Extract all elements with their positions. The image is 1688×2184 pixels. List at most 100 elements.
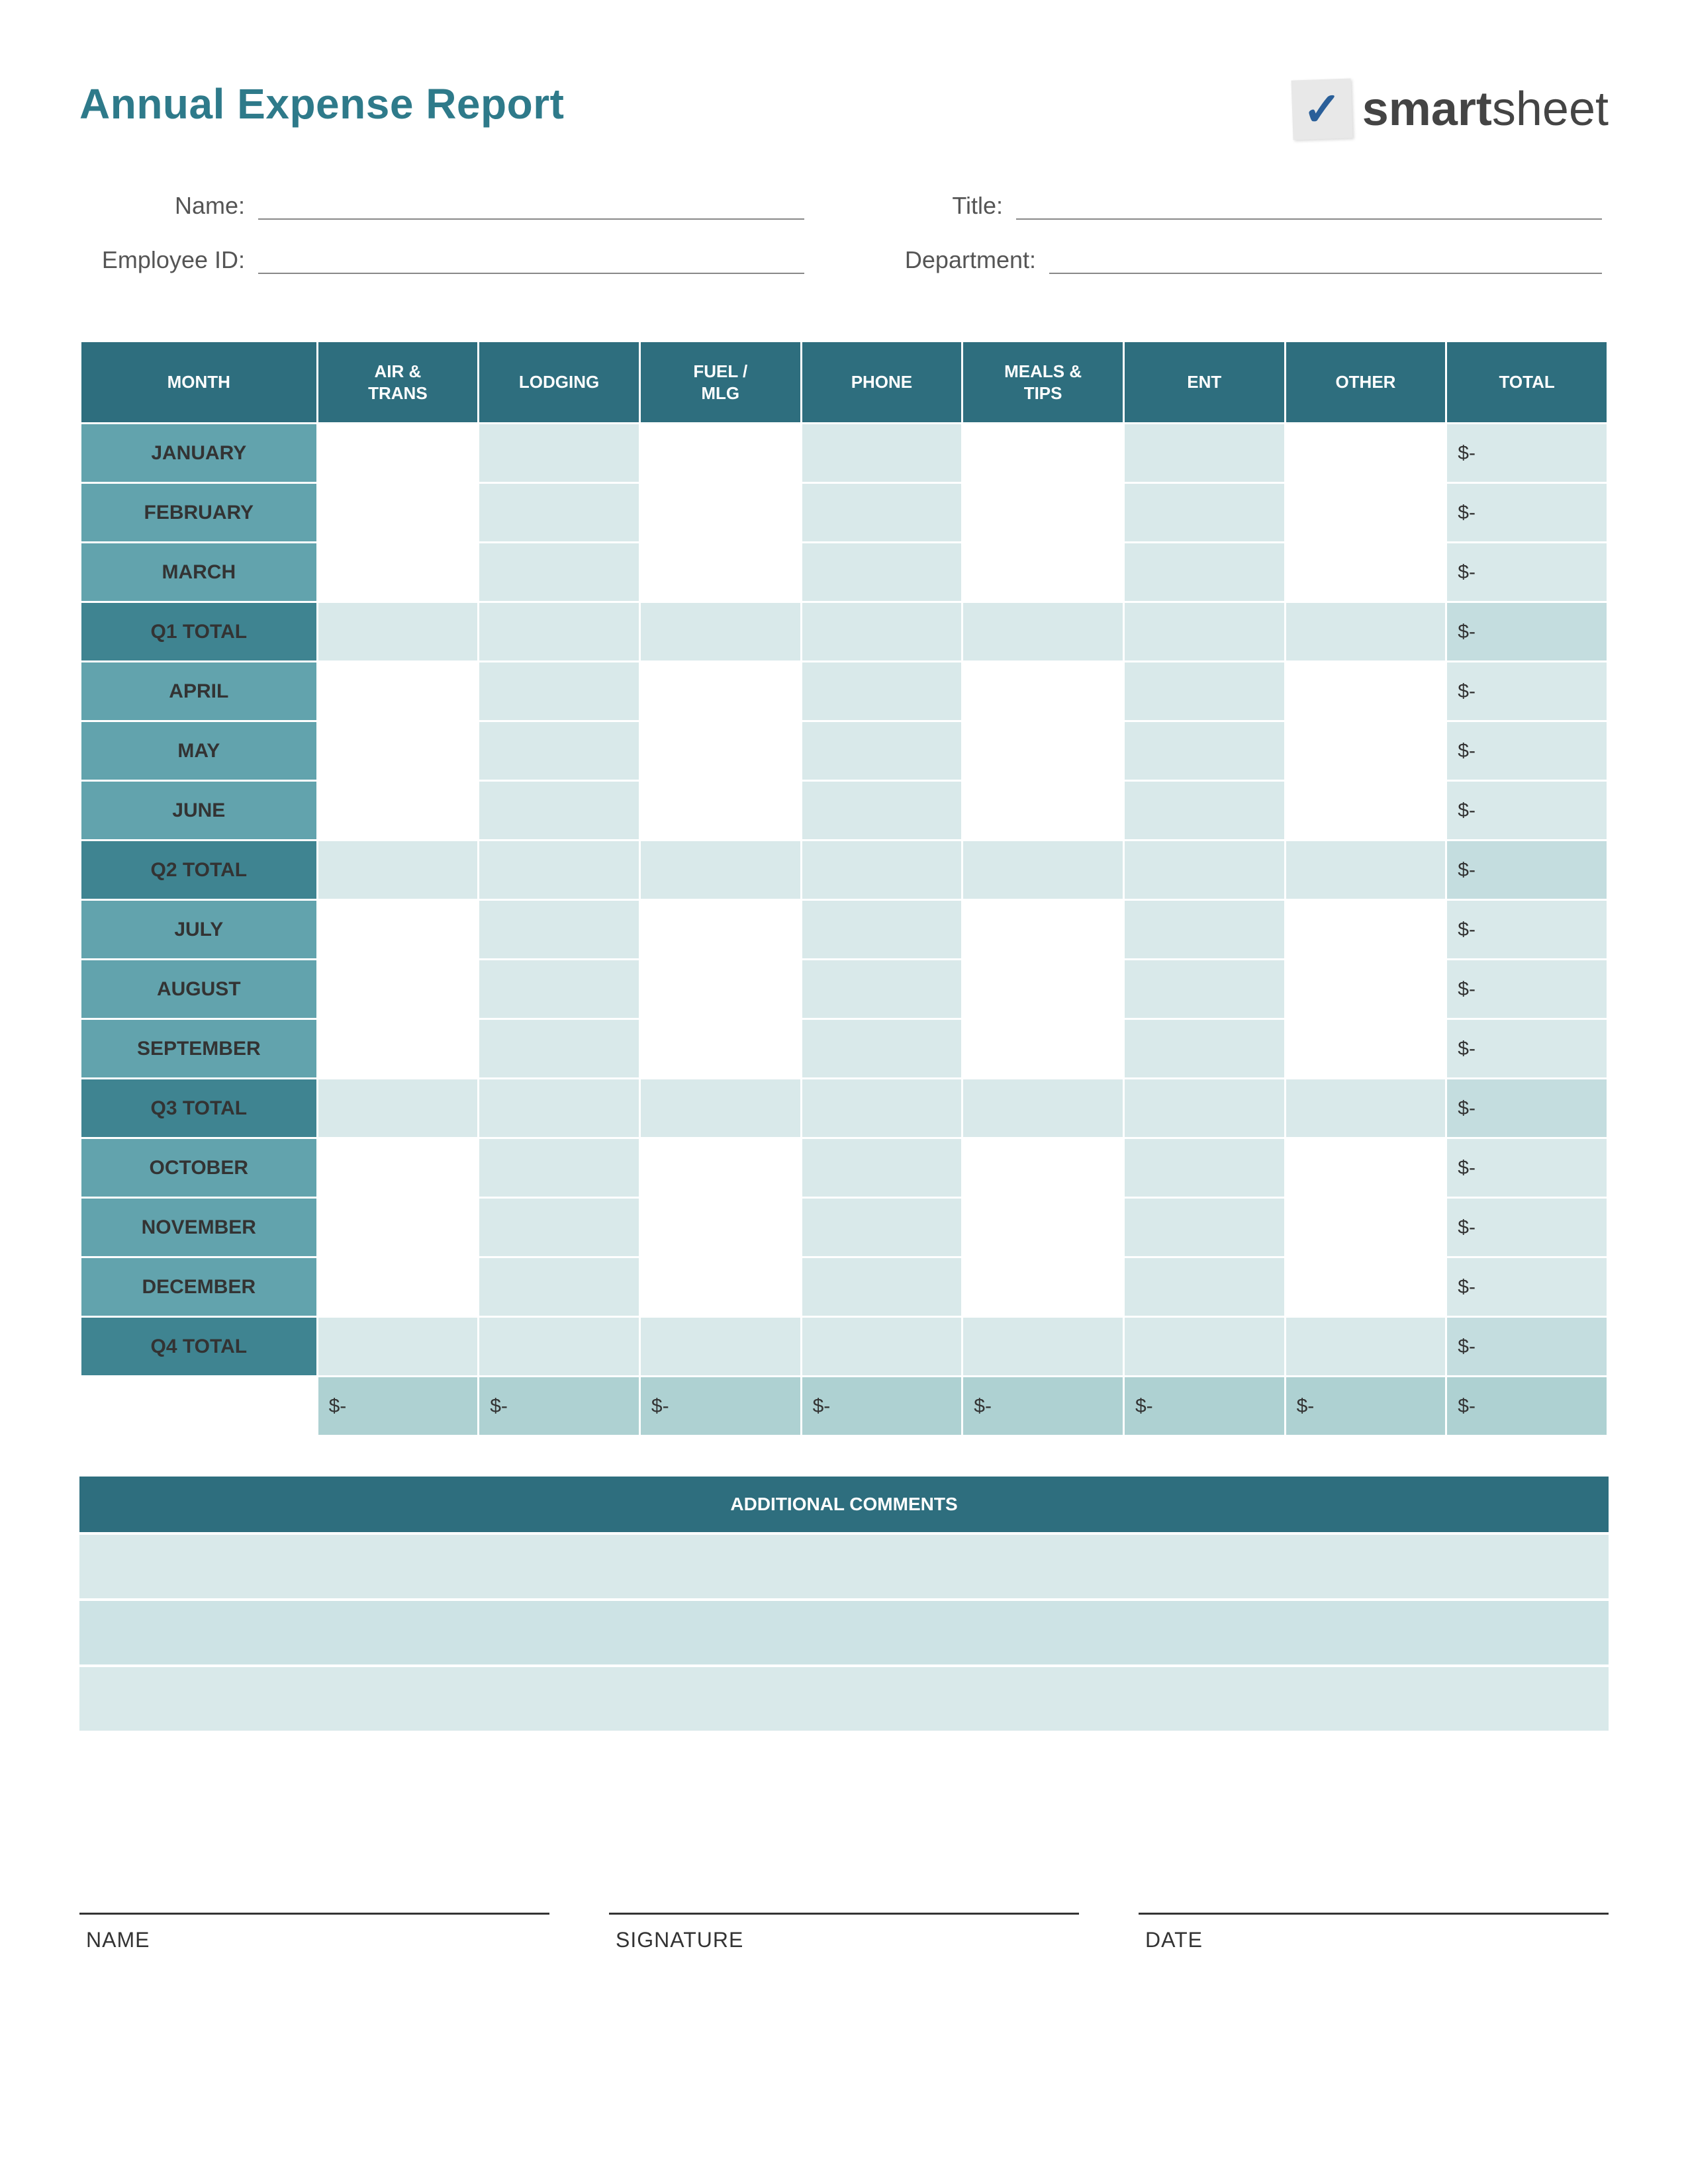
expense-cell[interactable] — [317, 483, 479, 543]
expense-cell[interactable] — [1123, 721, 1285, 781]
signature-line[interactable] — [609, 1913, 1079, 1915]
expense-cell[interactable] — [801, 1079, 962, 1138]
expense-cell[interactable] — [1123, 483, 1285, 543]
expense-cell[interactable] — [1285, 960, 1446, 1019]
expense-cell[interactable] — [1285, 721, 1446, 781]
expense-cell[interactable] — [479, 662, 640, 721]
signature-name-line[interactable] — [79, 1913, 549, 1915]
expense-cell[interactable] — [1123, 543, 1285, 602]
expense-cell[interactable] — [317, 1138, 479, 1198]
expense-cell[interactable] — [962, 1079, 1124, 1138]
expense-cell[interactable] — [962, 1317, 1124, 1377]
expense-cell[interactable] — [962, 1257, 1124, 1317]
expense-cell[interactable] — [639, 543, 801, 602]
expense-cell[interactable] — [317, 1317, 479, 1377]
expense-cell[interactable] — [317, 602, 479, 662]
expense-cell[interactable] — [317, 543, 479, 602]
expense-cell[interactable] — [801, 662, 962, 721]
expense-cell[interactable] — [479, 960, 640, 1019]
expense-cell[interactable] — [801, 543, 962, 602]
expense-cell[interactable] — [639, 841, 801, 900]
expense-cell[interactable] — [479, 1257, 640, 1317]
comment-row[interactable] — [79, 1532, 1609, 1598]
expense-cell[interactable] — [1123, 1317, 1285, 1377]
expense-cell[interactable] — [1285, 424, 1446, 483]
expense-cell[interactable] — [317, 424, 479, 483]
expense-cell[interactable] — [801, 602, 962, 662]
expense-cell[interactable] — [639, 721, 801, 781]
expense-cell[interactable] — [962, 543, 1124, 602]
expense-cell[interactable] — [1123, 602, 1285, 662]
expense-cell[interactable] — [1285, 602, 1446, 662]
expense-cell[interactable] — [639, 900, 801, 960]
expense-cell[interactable] — [479, 424, 640, 483]
expense-cell[interactable] — [1123, 424, 1285, 483]
expense-cell[interactable] — [1285, 1019, 1446, 1079]
expense-cell[interactable] — [962, 721, 1124, 781]
expense-cell[interactable] — [317, 900, 479, 960]
expense-cell[interactable] — [1285, 543, 1446, 602]
expense-cell[interactable] — [639, 1138, 801, 1198]
expense-cell[interactable] — [317, 781, 479, 841]
expense-cell[interactable] — [639, 1317, 801, 1377]
expense-cell[interactable] — [1285, 662, 1446, 721]
expense-cell[interactable] — [962, 1019, 1124, 1079]
expense-cell[interactable] — [962, 900, 1124, 960]
expense-cell[interactable] — [317, 1198, 479, 1257]
expense-cell[interactable] — [639, 960, 801, 1019]
employee-id-input-line[interactable] — [258, 250, 804, 274]
expense-cell[interactable] — [639, 424, 801, 483]
expense-cell[interactable] — [1285, 1138, 1446, 1198]
expense-cell[interactable] — [1123, 960, 1285, 1019]
signature-date-line[interactable] — [1139, 1913, 1609, 1915]
expense-cell[interactable] — [639, 781, 801, 841]
expense-cell[interactable] — [317, 662, 479, 721]
expense-cell[interactable] — [962, 781, 1124, 841]
expense-cell[interactable] — [801, 900, 962, 960]
expense-cell[interactable] — [801, 1019, 962, 1079]
expense-cell[interactable] — [479, 721, 640, 781]
expense-cell[interactable] — [317, 1019, 479, 1079]
expense-cell[interactable] — [479, 841, 640, 900]
expense-cell[interactable] — [317, 841, 479, 900]
expense-cell[interactable] — [1285, 1317, 1446, 1377]
expense-cell[interactable] — [801, 841, 962, 900]
expense-cell[interactable] — [801, 1138, 962, 1198]
expense-cell[interactable] — [1285, 900, 1446, 960]
expense-cell[interactable] — [639, 1198, 801, 1257]
expense-cell[interactable] — [801, 1317, 962, 1377]
expense-cell[interactable] — [479, 602, 640, 662]
expense-cell[interactable] — [801, 960, 962, 1019]
department-input-line[interactable] — [1049, 250, 1602, 274]
expense-cell[interactable] — [1123, 781, 1285, 841]
name-input-line[interactable] — [258, 196, 804, 220]
expense-cell[interactable] — [479, 1138, 640, 1198]
expense-cell[interactable] — [801, 1198, 962, 1257]
expense-cell[interactable] — [1123, 1079, 1285, 1138]
expense-cell[interactable] — [317, 721, 479, 781]
expense-cell[interactable] — [801, 1257, 962, 1317]
expense-cell[interactable] — [1285, 1198, 1446, 1257]
expense-cell[interactable] — [1285, 781, 1446, 841]
expense-cell[interactable] — [801, 483, 962, 543]
comment-row[interactable] — [79, 1664, 1609, 1731]
comment-row[interactable] — [79, 1598, 1609, 1664]
expense-cell[interactable] — [1123, 1019, 1285, 1079]
expense-cell[interactable] — [1123, 662, 1285, 721]
expense-cell[interactable] — [1285, 1079, 1446, 1138]
expense-cell[interactable] — [801, 424, 962, 483]
expense-cell[interactable] — [962, 1138, 1124, 1198]
expense-cell[interactable] — [639, 1019, 801, 1079]
expense-cell[interactable] — [962, 483, 1124, 543]
expense-cell[interactable] — [479, 543, 640, 602]
expense-cell[interactable] — [479, 1079, 640, 1138]
expense-cell[interactable] — [962, 424, 1124, 483]
expense-cell[interactable] — [479, 483, 640, 543]
expense-cell[interactable] — [962, 602, 1124, 662]
expense-cell[interactable] — [801, 721, 962, 781]
expense-cell[interactable] — [479, 900, 640, 960]
expense-cell[interactable] — [962, 662, 1124, 721]
expense-cell[interactable] — [962, 841, 1124, 900]
expense-cell[interactable] — [1285, 483, 1446, 543]
expense-cell[interactable] — [639, 483, 801, 543]
